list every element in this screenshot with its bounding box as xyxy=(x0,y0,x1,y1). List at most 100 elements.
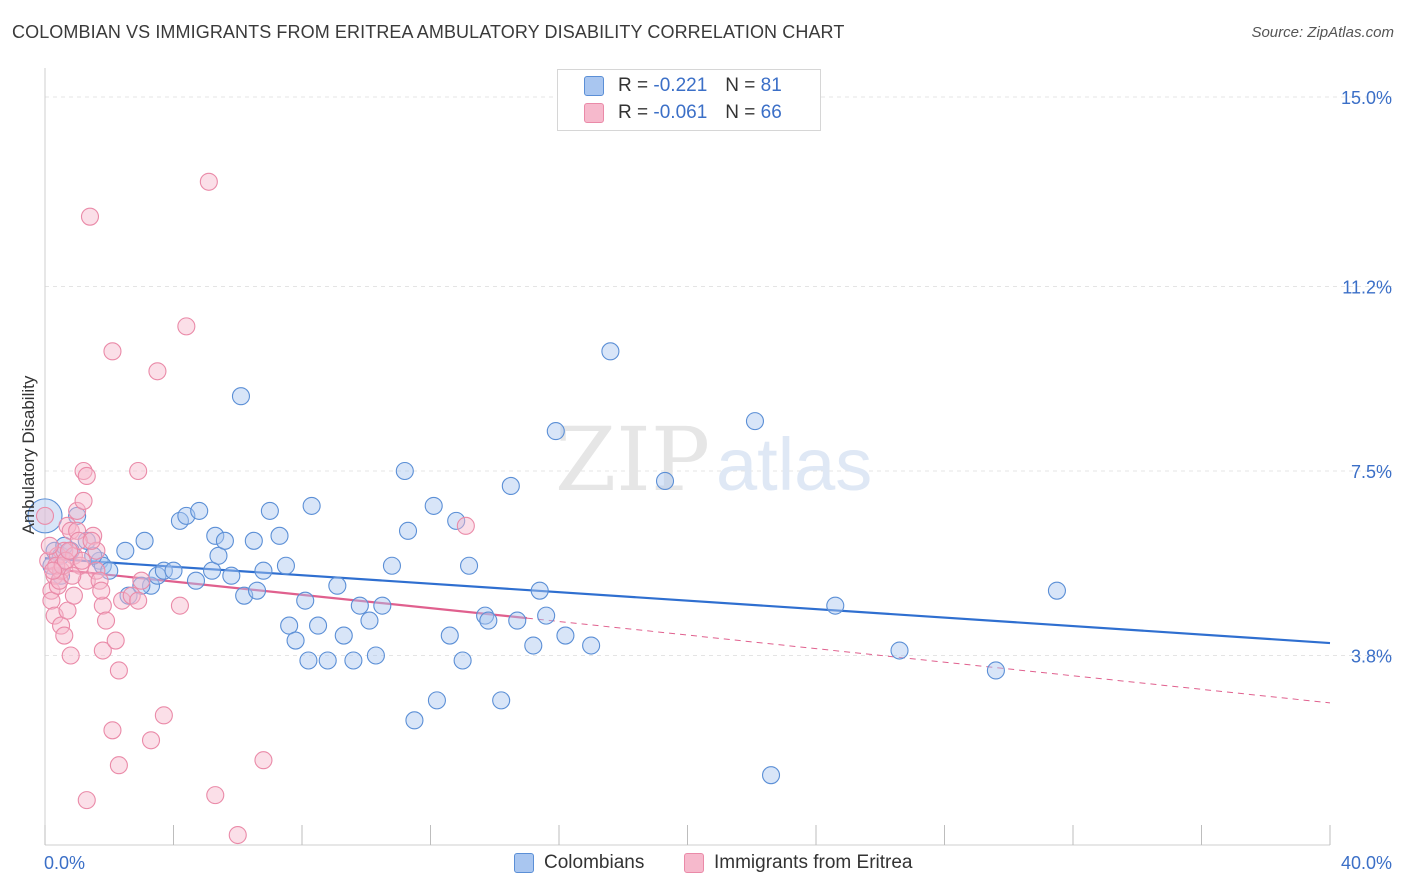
legend-row-colombians: R = -0.221 N = 81 xyxy=(584,73,782,99)
eritrea-point xyxy=(43,561,63,580)
colombian-point xyxy=(492,691,511,710)
eritrea-point xyxy=(109,661,128,680)
colombian-point xyxy=(328,576,347,595)
colombian-point xyxy=(132,576,151,595)
colombian-point xyxy=(302,496,321,515)
colombian-point xyxy=(350,596,369,615)
eritrea-trend-line xyxy=(44,567,527,620)
eritrea-point xyxy=(87,561,106,580)
colombian-point xyxy=(231,387,251,406)
eritrea-point xyxy=(68,501,87,520)
legend-r-label: R = xyxy=(618,102,649,123)
eritrea-point xyxy=(148,362,167,381)
legend-n-value: 81 xyxy=(760,75,782,96)
eritrea-point xyxy=(40,536,59,555)
eritrea-point xyxy=(53,556,72,575)
colombian-point xyxy=(508,611,527,630)
colombian-point xyxy=(116,541,135,560)
watermark-atlas: atlas xyxy=(716,423,872,506)
colombian-point xyxy=(405,711,424,730)
eritrea-point xyxy=(74,461,93,481)
colombian-point xyxy=(440,626,459,645)
colombian-point xyxy=(286,631,305,650)
eritrea-point xyxy=(35,506,55,525)
eritrea-point xyxy=(228,825,247,845)
colombian-point xyxy=(745,412,765,431)
eritrea-point xyxy=(77,791,96,810)
colombian-point xyxy=(280,616,299,635)
eritrea-point xyxy=(58,516,77,535)
colombian-point xyxy=(270,526,289,545)
eritrea-point xyxy=(132,571,151,590)
eritrea-point xyxy=(177,317,196,336)
colombian-point xyxy=(68,506,87,525)
eritrea-point xyxy=(170,596,189,615)
colombian-point xyxy=(141,576,161,595)
eritrea-point xyxy=(109,756,128,775)
eritrea-point xyxy=(154,706,173,725)
colombian-point xyxy=(537,606,556,625)
trend-lines xyxy=(44,557,1331,704)
eritrea-point xyxy=(92,581,111,600)
colombian-point xyxy=(254,561,273,580)
colombian-point xyxy=(395,461,414,481)
eritrea-point xyxy=(129,461,148,481)
colombian-point xyxy=(582,636,601,655)
legend-n-value: 66 xyxy=(760,102,782,123)
series-legend: Colombians Immigrants from Eritrea xyxy=(0,852,1406,876)
colombian-point xyxy=(164,561,183,580)
x-tick-label: 40.0% xyxy=(1341,853,1392,873)
eritrea-point xyxy=(106,631,125,650)
colombian-point xyxy=(453,651,472,670)
colombian-point xyxy=(986,661,1005,680)
colombian-point xyxy=(398,521,418,540)
y-tick-label: 15.0% xyxy=(1341,88,1392,108)
colombian-point xyxy=(344,651,363,670)
legend-r-value: -0.061 xyxy=(653,102,708,123)
eritrea-trend-extension xyxy=(526,617,1331,704)
colombian-point xyxy=(318,651,337,670)
colombian-point xyxy=(424,496,443,515)
colombian-point xyxy=(27,498,63,534)
watermark: ZIP atlas xyxy=(555,408,872,511)
legend-label-colombians: Colombians xyxy=(544,852,645,873)
legend-item-colombians[interactable]: Colombians xyxy=(514,852,644,874)
eritrea-point xyxy=(129,591,148,610)
colombian-point xyxy=(244,531,263,550)
eritrea-point xyxy=(63,566,82,585)
y-tick-label: 3.8% xyxy=(1351,647,1392,667)
colombian-point xyxy=(366,646,385,665)
eritrea-point xyxy=(52,616,71,635)
colombian-point xyxy=(154,561,173,580)
eritrea-point xyxy=(60,541,79,560)
colombian-point xyxy=(309,616,328,635)
eritrea-point xyxy=(42,591,61,610)
eritrea-point xyxy=(206,786,225,805)
x-tick-label: 0.0% xyxy=(44,853,85,873)
eritrea-point xyxy=(96,611,116,630)
legend-label-eritrea: Immigrants from Eritrea xyxy=(714,852,913,873)
eritrea-point xyxy=(77,571,96,590)
colombian-point xyxy=(100,561,119,580)
source-label: Source: ZipAtlas.com xyxy=(1251,24,1394,41)
colombian-point xyxy=(135,531,154,550)
colombian-trend-line xyxy=(44,557,1331,645)
colombian-point xyxy=(247,581,267,600)
colombian-point xyxy=(427,691,446,710)
colombian-point xyxy=(209,546,228,565)
eritrea-point xyxy=(103,342,122,361)
colombian-point xyxy=(826,596,845,615)
eritrea-point xyxy=(77,466,96,486)
colombian-point xyxy=(761,766,781,785)
eritrea-point xyxy=(69,531,88,550)
colombian-point xyxy=(222,566,241,585)
legend-n-label: N = xyxy=(725,75,756,96)
colombian-point xyxy=(530,581,549,600)
legend-item-eritrea[interactable]: Immigrants from Eritrea xyxy=(684,852,912,874)
colombian-point xyxy=(501,476,520,496)
eritrea-point xyxy=(61,646,80,665)
y-axis-title: Ambulatory Disability xyxy=(19,375,38,534)
eritrea-point xyxy=(80,207,100,226)
stats-legend: R = -0.221 N = 81 R = -0.061 N = 66 xyxy=(557,69,821,131)
eritrea-point xyxy=(254,751,273,770)
